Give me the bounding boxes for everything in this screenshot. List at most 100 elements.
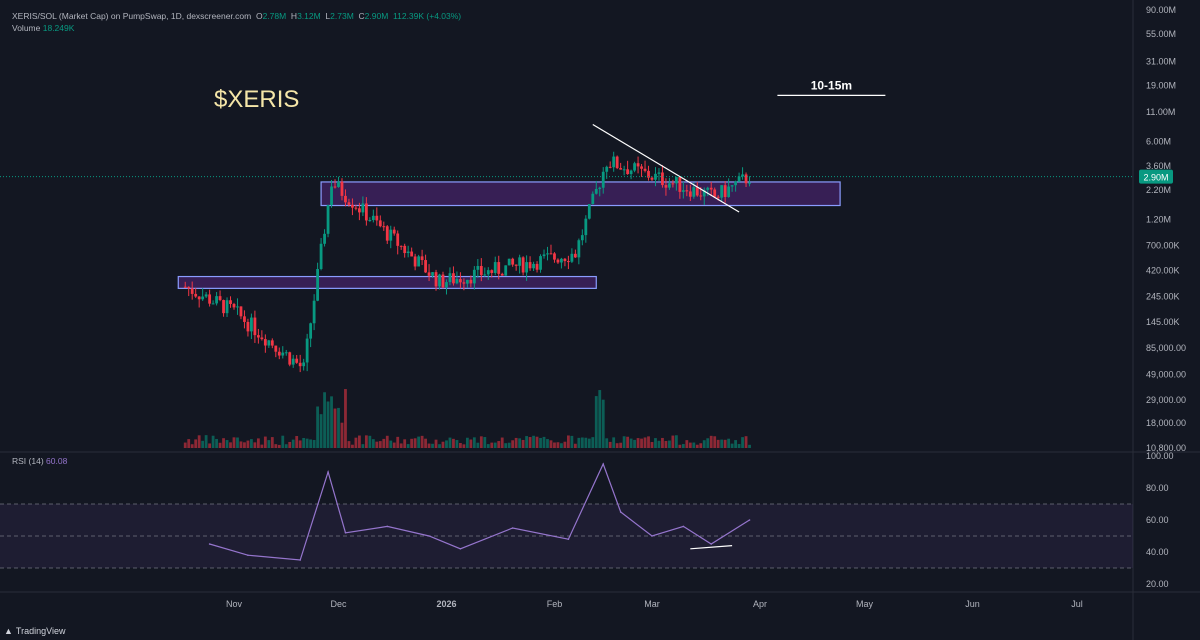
volume-bar <box>479 436 483 448</box>
candle-body <box>333 186 337 188</box>
candle-body <box>608 166 612 168</box>
volume-bar <box>253 442 257 448</box>
candle-body <box>330 186 333 206</box>
volume-bar <box>605 438 609 448</box>
candle-body <box>507 258 511 266</box>
volume-bar <box>256 438 260 448</box>
candle-body <box>580 235 584 241</box>
candle-body <box>553 253 556 260</box>
candle-body <box>587 204 591 219</box>
candle-body <box>417 256 421 267</box>
rsi-tick-label: 80.00 <box>1146 483 1169 493</box>
volume-bar <box>612 437 616 448</box>
price-tick-label: 90.00M <box>1146 5 1176 15</box>
time-tick-label: 2026 <box>436 599 456 609</box>
time-tick-label: Nov <box>226 599 243 609</box>
candle-body <box>194 293 198 297</box>
change-value: 112.39K (+4.03%) <box>393 11 462 21</box>
candle-body <box>556 259 560 263</box>
volume-bar <box>702 440 706 448</box>
volume-bar <box>340 422 344 448</box>
volume-bar <box>183 442 187 448</box>
time-tick-label: Jul <box>1071 599 1083 609</box>
volume-bar <box>229 442 232 448</box>
volume-bar <box>396 436 400 448</box>
volume-bar <box>246 440 250 448</box>
candle-body <box>354 207 358 209</box>
candle-body <box>295 358 299 363</box>
volume-bar <box>580 437 584 448</box>
price-tick-label: 49,000.00 <box>1146 370 1186 380</box>
volume-bar <box>462 444 466 448</box>
candle-body <box>291 358 295 365</box>
price-tick-label: 29,000.00 <box>1146 395 1186 405</box>
support-zone <box>177 275 597 289</box>
candle-body <box>737 176 741 182</box>
candle-body <box>601 171 605 188</box>
volume-bar <box>344 389 347 448</box>
rsi-point <box>651 535 653 537</box>
candle-body <box>720 185 724 198</box>
volume-bar <box>727 438 731 448</box>
candle-body <box>577 240 581 258</box>
candle-body <box>263 339 267 346</box>
volume-bar <box>232 437 236 448</box>
candle-body <box>455 279 459 284</box>
volume-bar <box>427 443 431 448</box>
volume-bar <box>194 439 198 448</box>
price-tick-label: 3.60M <box>1146 161 1171 171</box>
candle-body <box>218 296 222 301</box>
candle-body <box>476 266 480 270</box>
volume-bar <box>671 435 675 448</box>
price-tick-label: 2.20M <box>1146 185 1171 195</box>
volume-bar <box>629 438 633 448</box>
volume-bar <box>417 436 421 448</box>
rsi-point <box>459 548 462 550</box>
volume-bar <box>608 441 612 448</box>
candle-body <box>674 177 678 184</box>
candle-body <box>734 181 737 186</box>
candle-body <box>326 205 330 234</box>
candle-body <box>316 268 319 301</box>
rsi-legend: RSI (14) 60.08 <box>12 456 68 466</box>
candle-body <box>605 166 609 172</box>
candle-body <box>246 321 250 332</box>
volume-bar <box>692 442 696 448</box>
candle-body <box>699 195 703 197</box>
candle-body <box>695 187 699 196</box>
candle-body <box>187 286 191 289</box>
candle-body <box>514 264 518 266</box>
candle-body <box>563 258 567 262</box>
candle-body <box>521 257 525 273</box>
volume-bar <box>532 435 535 448</box>
volume-bar <box>744 436 748 448</box>
volume-bar <box>567 435 570 448</box>
candle-body <box>239 306 243 317</box>
volume-bar <box>528 437 532 448</box>
tradingview-logo[interactable]: ▲ TradingView <box>4 626 66 636</box>
candle-body <box>654 173 657 180</box>
candle-body <box>713 189 717 197</box>
candle-body <box>441 274 445 288</box>
volume-bar <box>281 435 285 448</box>
rsi-point <box>748 519 751 521</box>
time-tick-label: Jun <box>965 599 980 609</box>
candle-body <box>671 183 675 185</box>
volume-bar <box>472 437 476 448</box>
volume-bar <box>511 440 515 448</box>
volume-bar <box>250 439 253 448</box>
volume-bar <box>337 407 340 448</box>
candle-body <box>361 203 365 213</box>
volume-bar <box>709 435 713 448</box>
volume-bar <box>441 441 445 448</box>
volume-bar <box>741 437 744 448</box>
candle-body <box>190 288 194 294</box>
rsi-divergence-line <box>690 545 733 550</box>
low-value: 2.73M <box>330 11 354 21</box>
candle-body <box>312 300 316 324</box>
volume-bar <box>535 436 539 448</box>
candle-body <box>560 258 563 263</box>
candle-body <box>434 272 438 287</box>
price-tick-label: 18,000.00 <box>1146 418 1186 428</box>
